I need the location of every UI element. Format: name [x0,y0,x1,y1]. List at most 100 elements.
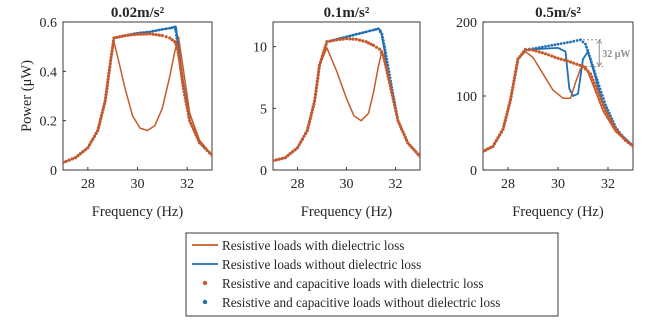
data-point [631,144,633,148]
data-point [295,146,300,150]
data-point [381,36,384,39]
data-point [585,45,588,49]
data-point [575,39,579,42]
data-point [174,28,177,31]
data-point [534,49,538,53]
data-point [310,108,314,112]
data-point [293,148,297,152]
annotation-32uw: 32 μW [583,39,630,67]
data-point [188,119,192,123]
data-point [179,68,183,73]
data-point [559,57,563,61]
data-point [410,145,414,149]
data-point [606,109,610,112]
data-point [502,121,507,125]
subplot-0-02: 0.02m/s² 28 30 32 0 0.2 0.4 0.6 Frequency (Hz) Po… [19,5,213,220]
series-0 [483,50,633,153]
data-point [588,54,591,58]
data-point [96,126,101,130]
data-point [383,45,386,49]
data-point [178,59,182,64]
data-point [170,26,174,29]
x-axis-label: Frequency (Hz) [301,204,393,220]
data-point [595,78,599,82]
data-point [317,70,321,74]
data-point [112,36,116,40]
data-point [390,90,394,94]
data-point [377,27,380,31]
data-point [308,117,312,121]
data-point [506,107,510,111]
data-point [319,57,323,61]
data-point [566,41,569,44]
data-point [200,143,204,147]
data-point [578,63,582,67]
data-point [392,103,397,107]
data-point [117,35,122,39]
data-point [198,141,202,145]
data-point [602,97,605,100]
data-point [335,38,339,42]
data-point [398,124,402,128]
data-point [193,130,197,134]
series-3 [63,25,212,164]
data-point [591,78,595,82]
data-point [598,96,603,101]
data-point [364,30,368,34]
data-point [384,65,388,69]
data-point [541,45,544,49]
data-point [98,120,102,124]
data-point [210,153,212,157]
x-tick-label: 32 [601,177,615,192]
data-point [388,81,392,85]
data-point [173,25,177,29]
data-point [309,114,313,118]
data-point [101,108,105,112]
data-point [556,56,560,60]
legend: Resistive loads with dielectric loss Resi… [185,232,559,317]
data-point [107,68,111,72]
y-tick-label: 0.6 [40,16,58,31]
data-point [87,143,92,147]
data-point [325,40,329,44]
data-point [408,143,412,147]
data-point [367,41,371,45]
data-point [168,36,172,40]
x-tick-label: 30 [340,177,354,192]
data-point [178,65,183,70]
data-point [384,51,388,55]
data-point [488,146,493,150]
data-point [186,109,190,113]
data-point [328,39,332,43]
data-point [395,112,399,116]
data-point [382,42,386,45]
x-tick-label: 32 [180,177,194,192]
data-point [358,32,361,35]
data-point [384,54,388,58]
legend-label: Resistive loads with dielectric loss [222,238,404,253]
data-point [381,39,385,42]
data-point [389,87,393,91]
data-point [397,121,401,125]
data-point [403,135,407,139]
data-point [312,102,316,106]
data-point [493,141,497,146]
data-point [496,136,500,140]
x-tick-label: 28 [81,177,95,192]
data-point [416,152,420,156]
data-point [175,33,178,37]
chart-title: 0.02m/s² [111,5,165,21]
data-point [553,43,557,47]
data-point [601,103,605,107]
data-point [181,87,185,91]
data-point [392,100,396,104]
data-point [559,42,563,45]
data-point [115,35,119,40]
data-point [511,82,515,86]
data-point [317,63,322,67]
data-point [592,69,596,73]
data-point [383,59,387,63]
data-point [110,46,115,50]
data-point [418,154,420,159]
data-point [318,60,323,64]
